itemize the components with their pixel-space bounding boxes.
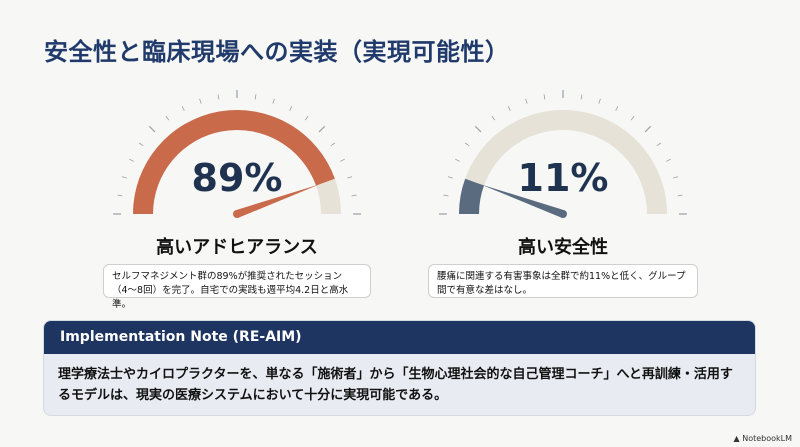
gauge-tick [630,115,635,121]
gauge-tick [340,158,345,162]
gauge-safety: 11% [438,86,688,226]
gauge-tick [543,94,546,100]
gauge-tick [673,176,679,179]
brand-text: NotebookLM [742,434,792,443]
gauge-tick [181,106,185,111]
slide-title: 安全性と臨床現場への実装（実現可能性） [44,38,510,66]
gauge-tick [165,115,170,121]
gauge-adherence-fill [133,110,335,214]
gauge-tick [455,158,460,162]
gauge-tick [598,98,601,104]
gauge-tick [121,176,127,179]
implementation-note-body: 理学療法士やカイロプラクターを、単なる「施術者」から「生物心理社会的な自己管理コ… [58,367,733,403]
gauge-tick [507,106,511,111]
gauge-tick [304,115,309,121]
gauge-safety-note: 腰痛に関連する有害事象は全群で約11%と低く、グループ間で有意な差はなし。 [428,264,698,298]
gauge-safety-needle [480,184,565,218]
gauge-tick [491,115,496,121]
gauge-tick [525,98,528,104]
gauge-safety-svg [439,90,687,218]
gauge-adherence: 89% [112,86,362,226]
gauge-adherence-hub [233,210,241,218]
gauge-adherence-svg [113,90,361,218]
gauge-tick [644,125,652,133]
gauge-tick [443,194,449,197]
gauge-tick [254,94,257,100]
gauge-tick [199,98,202,104]
gauge-tick [580,94,583,100]
gauge-tick [289,106,293,111]
gauge-tick [272,98,275,104]
gauge-adherence-value: 89% [191,156,283,200]
brand-label: ▲ NotebookLM [734,434,793,443]
gauge-tick [447,176,453,179]
gauge-tick [615,106,619,111]
gauge-tick [138,142,144,147]
gauge-safety-ticks [439,90,687,215]
gauge-tick [318,125,326,133]
gauge-safety-hub [559,210,567,218]
gauge-tick [656,142,662,147]
gauge-safety-fill [459,178,484,214]
gauge-tick [347,176,353,179]
gauge-tick [330,142,336,147]
implementation-note-panel: Implementation Note (RE-AIM) 理学療法士やカイロプラ… [43,320,756,416]
gauge-tick [117,194,123,197]
gauge-adherence-ticks [113,90,361,215]
gauge-tick [677,194,683,197]
gauge-safety-value: 11% [517,156,609,200]
gauge-adherence-label: 高いアドヒアランス [156,237,318,258]
gauge-tick [474,125,482,133]
notebooklm-icon: ▲ [733,434,740,443]
gauge-tick [217,94,220,100]
gauge-adherence-needle [235,184,320,218]
implementation-note-heading: Implementation Note (RE-AIM) [44,321,755,354]
gauge-tick [666,158,671,162]
gauge-tick [351,194,357,197]
gauge-tick [129,158,134,162]
gauge-safety-label: 高い安全性 [518,237,608,258]
gauge-safety-track [459,110,667,214]
gauge-tick [464,142,470,147]
gauge-adherence-note: セルフマネジメント群の89%が推奨されたセッション（4〜8回）を完了。自宅での実… [103,264,371,310]
gauge-tick [148,125,156,133]
